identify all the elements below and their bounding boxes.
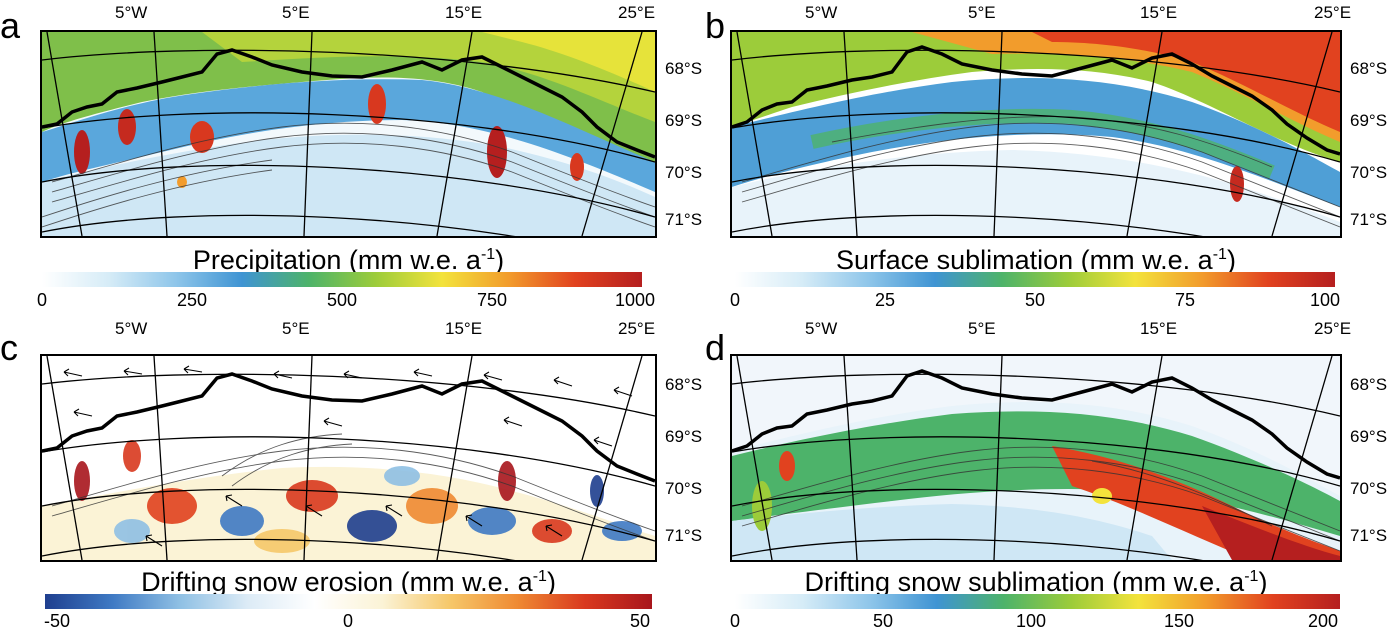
lat-label-68s: 68°S [665,59,703,78]
colorbar-tick: 250 [176,290,208,310]
colorbar [42,272,642,287]
lat-label-69s: 69°S [665,111,703,130]
lon-label-5e: 5°E [282,3,310,22]
colorbar-title-sup: -1 [480,246,496,263]
map-drifting-snow-erosion [40,354,657,562]
colorbar-tick: 0 [729,290,741,310]
lon-label-25e: 25°E [618,3,656,22]
lat-label-70s: 70°S [1350,479,1388,498]
lon-label-25e: 25°E [1314,319,1352,338]
colorbar-title: Precipitation (mm w.e. a-1) [40,240,657,275]
colorbar-tick: 100 [1309,290,1341,310]
colorbar-title-end: ) [1226,245,1236,275]
lon-label-15e: 15°E [445,319,483,338]
lon-label-15e: 15°E [1140,3,1178,22]
colorbar-title-text: Drifting snow sublimation (mm w.e. a [804,567,1245,597]
map-precipitation [40,30,657,238]
panel-c: c 5°W 5°E 15°E 25°E 68°S 69°S 70°S 71°S [0,316,703,631]
colorbar-title: Surface sublimation (mm w.e. a-1) [730,240,1342,275]
colorbar-title-text: Surface sublimation (mm w.e. a [836,245,1213,275]
colorbar-title-text: Precipitation (mm w.e. a [192,245,481,275]
lon-label-5w: 5°W [115,319,148,338]
colorbar-tick: 50 [1024,290,1046,310]
colorbar-title-text: Drifting snow erosion (mm w.e. a [141,567,533,597]
lat-label-69s: 69°S [1350,111,1388,130]
colorbar-tick: 200 [1307,611,1339,631]
lon-label-15e: 15°E [445,3,483,22]
lat-label-68s: 68°S [665,375,703,394]
map-drifting-snow-sublimation [730,354,1342,562]
lat-label-71s: 71°S [1350,526,1388,545]
colorbar-tick: 50 [629,611,651,631]
lat-label-68s: 68°S [1350,59,1388,78]
panel-label: b [705,5,726,46]
lat-label-69s: 69°S [665,427,703,446]
lat-label-71s: 71°S [1350,210,1388,229]
lat-label-70s: 70°S [1350,163,1388,182]
colorbar-title-sup: -1 [1244,568,1259,585]
lon-label-25e: 25°E [618,319,656,338]
colorbar-tick: 75 [1174,290,1196,310]
colorbar-title: Drifting snow sublimation (mm w.e. a-1) [730,562,1342,597]
lat-label-68s: 68°S [1350,375,1388,394]
lat-label-70s: 70°S [665,163,703,182]
colorbar-tick: 50 [872,611,894,631]
colorbar-tick: 500 [326,290,358,310]
colorbar-tick: 100 [1015,611,1047,631]
colorbar-title-end: ) [1258,567,1268,597]
lon-label-5w: 5°W [115,3,148,22]
colorbar-tick: 0 [342,611,354,631]
colorbar [735,594,1340,609]
lon-label-5e: 5°E [968,319,996,338]
panel-d: d 5°W 5°E 15°E 25°E 68°S 69°S 70°S 71°S [700,316,1400,631]
map-surface-sublimation [730,30,1342,238]
panel-label: a [0,5,21,46]
lon-label-5w: 5°W [805,319,838,338]
colorbar-title: Drifting snow erosion (mm w.e. a-1) [40,562,657,597]
colorbar-title-end: ) [495,245,505,275]
lat-label-69s: 69°S [1350,427,1388,446]
colorbar-tick: 0 [729,611,741,631]
colorbar-tick: 150 [1163,611,1195,631]
colorbar [45,594,652,609]
panel-a: a 5°W 5°E 15°E 25°E 68°S 69°S 70°S 71°S [0,0,703,316]
colorbar-title-sup: -1 [532,568,547,585]
colorbar-tick: 750 [476,290,508,310]
lat-label-71s: 71°S [665,210,703,229]
colorbar-tick: 0 [36,290,48,310]
panel-label: c [0,327,18,368]
colorbar-tick: 1000 [614,290,656,310]
lat-label-70s: 70°S [665,479,703,498]
panel-b: b 5°W 5°E 15°E 25°E 68°S 69°S 70°S 71°S [700,0,1400,316]
colorbar-tick: -50 [43,611,71,631]
panel-label: d [705,327,726,368]
colorbar [735,272,1335,287]
colorbar-title-sup: -1 [1212,246,1227,263]
lat-label-71s: 71°S [665,526,703,545]
lon-label-5e: 5°E [968,3,996,22]
colorbar-tick: 25 [874,290,896,310]
lon-label-5w: 5°W [805,3,838,22]
lon-label-15e: 15°E [1140,319,1178,338]
colorbar-title-end: ) [546,567,556,597]
lon-label-25e: 25°E [1314,3,1352,22]
lon-label-5e: 5°E [282,319,310,338]
